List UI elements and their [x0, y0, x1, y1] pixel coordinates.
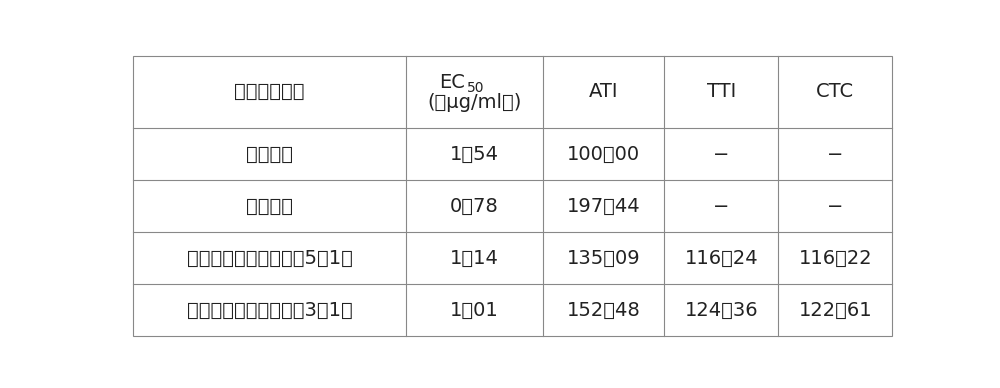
Text: TTI: TTI: [707, 82, 736, 101]
Text: 0．78: 0．78: [450, 197, 499, 216]
Text: 唠啊草酯：啕磺草胺（5：1）: 唠啊草酯：啕磺草胺（5：1）: [187, 249, 352, 268]
Text: 1．01: 1．01: [450, 301, 499, 320]
Text: 有效成分配比: 有效成分配比: [234, 82, 305, 101]
Text: 唠啊草酯：啕磺草胺（3：1）: 唠啊草酯：啕磺草胺（3：1）: [187, 301, 352, 320]
Text: −: −: [713, 145, 730, 164]
Text: 唠啊草酯: 唠啊草酯: [246, 145, 293, 164]
Text: 1．14: 1．14: [450, 249, 499, 268]
Text: (（μg/ml）): (（μg/ml）): [427, 94, 522, 113]
Text: 100．00: 100．00: [567, 145, 640, 164]
Text: 啕磺草胺: 啕磺草胺: [246, 197, 293, 216]
Text: 197．44: 197．44: [567, 197, 640, 216]
Text: 50: 50: [467, 81, 484, 95]
Text: 135．09: 135．09: [567, 249, 640, 268]
Text: 116．22: 116．22: [798, 249, 872, 268]
Text: ATI: ATI: [589, 82, 618, 101]
Text: −: −: [827, 197, 843, 216]
Text: 152．48: 152．48: [567, 301, 641, 320]
Text: 116．24: 116．24: [685, 249, 758, 268]
Text: EC: EC: [439, 73, 465, 92]
Text: −: −: [713, 197, 730, 216]
Text: −: −: [827, 145, 843, 164]
Text: 122．61: 122．61: [798, 301, 872, 320]
Text: 1．54: 1．54: [450, 145, 499, 164]
Text: 124．36: 124．36: [685, 301, 758, 320]
Text: CTC: CTC: [816, 82, 854, 101]
